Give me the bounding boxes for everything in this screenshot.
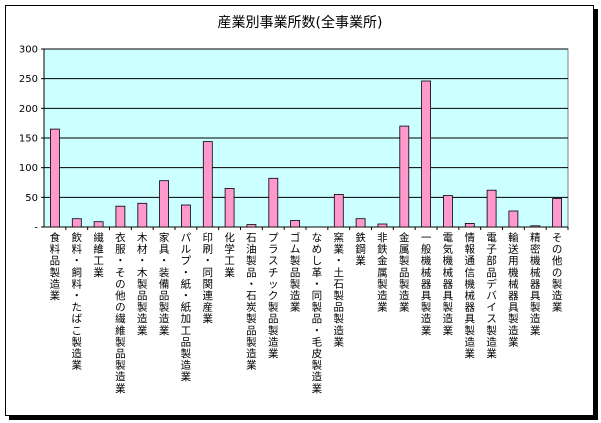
bar [530, 225, 541, 228]
category-label: 窯業・土石製品製造業 [334, 231, 345, 348]
bar [115, 205, 126, 228]
category-label: 一般機械器具製造業 [421, 232, 432, 337]
bar [508, 210, 519, 228]
bar [421, 80, 432, 228]
bar [268, 177, 279, 228]
category-label: 電子部品デバイス製造業 [486, 232, 497, 360]
bar [159, 180, 170, 228]
y-tick-label: - [34, 223, 38, 234]
bar [399, 125, 410, 228]
category-label: プラスチック製品製造業 [268, 232, 279, 360]
bar [290, 220, 301, 228]
y-tick-label: 300 [19, 45, 38, 56]
bar [224, 187, 235, 228]
bar [486, 189, 497, 228]
bar [442, 195, 453, 228]
category-label: 繊維工業 [93, 231, 104, 279]
y-tick-label: 100 [19, 163, 38, 174]
y-tick-label: 50 [25, 193, 38, 204]
bar [71, 218, 82, 228]
bar [50, 128, 60, 228]
bar [552, 198, 562, 228]
category-label: 家具・装備品製造業 [159, 231, 170, 337]
category-label: 石油製品・石炭製品製造業 [246, 232, 257, 372]
category-label: 精密機械器具製造業 [530, 231, 541, 337]
category-label: 電気機械器具製造業 [443, 232, 454, 337]
y-tick-label: 200 [19, 104, 38, 115]
bar [93, 221, 104, 228]
bar [355, 218, 366, 228]
category-label: 食料品製造業 [50, 231, 61, 302]
category-label: 鉄鋼業 [355, 231, 366, 267]
y-tick-label: 150 [19, 134, 38, 145]
bar [202, 141, 213, 228]
category-label: 印刷・同関連産業 [203, 232, 214, 325]
category-label: 化学工業 [224, 231, 235, 279]
category-label: 衣服・その他の繊維製品製造業 [115, 231, 126, 395]
category-label: 情報通信機械器具製造業 [465, 231, 476, 360]
category-label: 非鉄金属製造業 [377, 232, 388, 314]
bar [180, 204, 191, 228]
bar [333, 193, 344, 228]
category-label: 飲料・飼料・たばこ製造業 [72, 231, 83, 372]
bar [137, 202, 148, 228]
bar [246, 224, 257, 228]
category-label: パルプ・紙・紙加工品製造業 [181, 232, 192, 383]
bar [464, 222, 475, 228]
bar [377, 223, 388, 228]
category-label: なめし革・同製品・毛皮製造業 [312, 232, 323, 395]
category-label: 木材・木製品製造業 [137, 232, 148, 337]
category-label: 金属製品製造業 [399, 231, 410, 314]
category-label: 輸送用機械器具製造業 [508, 231, 519, 348]
category-label: ゴム製品製造業 [290, 231, 301, 314]
y-tick-label: 250 [19, 74, 38, 85]
category-label: その他の製造業 [552, 232, 563, 314]
chart-title: 産業別事業所数(全事業所) [218, 14, 383, 31]
